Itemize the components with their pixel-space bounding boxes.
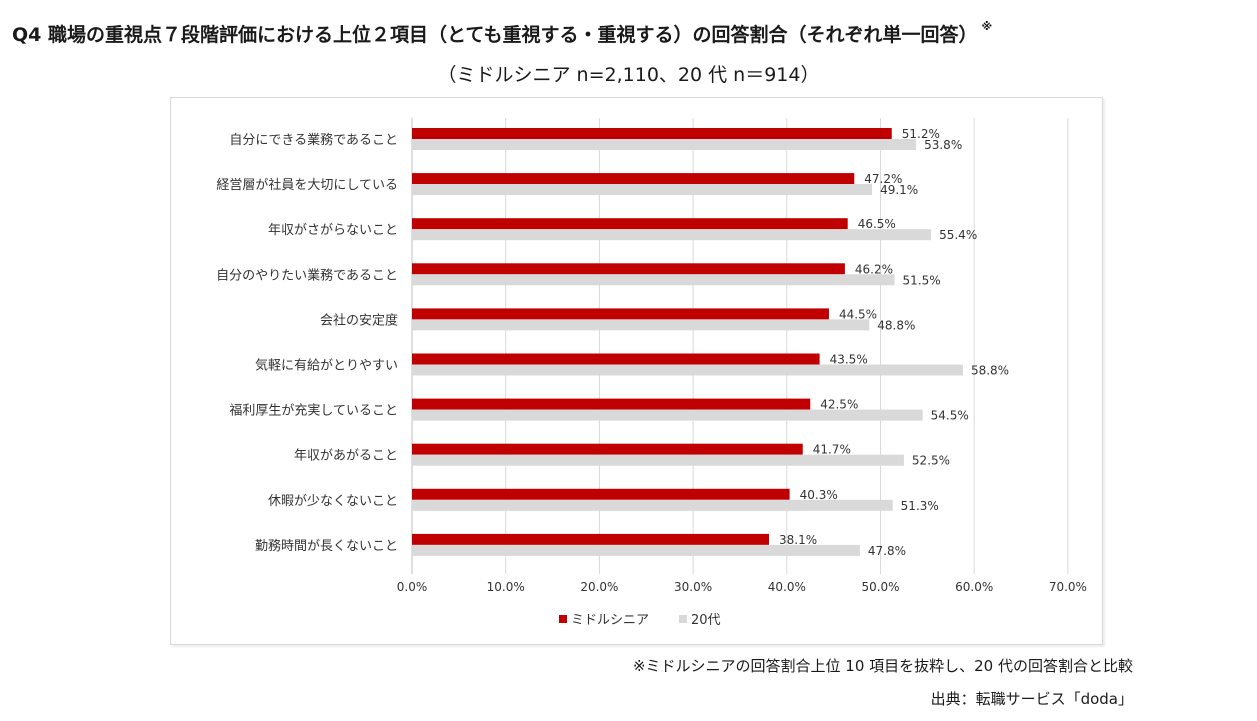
x-tick-label: 60.0% bbox=[955, 580, 993, 594]
x-tick-label: 30.0% bbox=[674, 580, 712, 594]
bar-20s bbox=[412, 139, 917, 150]
data-label: 40.3% bbox=[800, 488, 838, 502]
bar-20s bbox=[412, 544, 860, 556]
bar-middle-senior bbox=[412, 353, 820, 365]
category-label: 年収がさがらないこと bbox=[268, 223, 398, 238]
category-label: 気軽に有給がとりやすい bbox=[255, 358, 398, 374]
data-label: 49.1% bbox=[880, 183, 918, 197]
category-label: 勤務時間が長くないこと bbox=[255, 539, 398, 554]
bar-middle-senior bbox=[412, 443, 803, 455]
data-label: 53.8% bbox=[924, 138, 962, 152]
category-label: 福利厚生が充実していること bbox=[229, 403, 398, 419]
x-tick-label: 70.0% bbox=[1049, 580, 1087, 594]
legend-label: 20代 bbox=[691, 613, 721, 628]
category-label: 会社の安定度 bbox=[320, 312, 398, 328]
bar-middle-senior bbox=[412, 263, 845, 275]
bar-middle-senior bbox=[412, 218, 848, 230]
data-label: 46.2% bbox=[855, 262, 893, 276]
data-label: 51.2% bbox=[902, 127, 940, 141]
data-label: 48.8% bbox=[877, 318, 915, 332]
bar-20s bbox=[412, 274, 895, 286]
bar-20s bbox=[412, 319, 870, 331]
legend-label: ミドルシニア bbox=[571, 613, 649, 628]
data-label: 54.5% bbox=[931, 409, 969, 423]
chart-title-text: Q4 職場の重視点７段階評価における上位２項目（とても重視する・重視する）の回答… bbox=[12, 24, 978, 46]
data-label: 51.5% bbox=[903, 273, 941, 287]
data-label: 46.5% bbox=[858, 217, 896, 231]
bar-20s bbox=[412, 184, 873, 196]
category-label: 休暇が少なくないこと bbox=[268, 494, 398, 509]
legend-swatch bbox=[679, 615, 687, 623]
x-tick-label: 40.0% bbox=[768, 580, 806, 594]
category-label: 自分のやりたい業務であること bbox=[216, 267, 398, 283]
bar-middle-senior bbox=[412, 533, 769, 545]
bar-middle-senior bbox=[412, 128, 892, 139]
data-label: 44.5% bbox=[839, 307, 877, 321]
x-tick-label: 0.0% bbox=[397, 580, 428, 594]
bar-20s bbox=[412, 364, 963, 376]
category-label: 年収があがること bbox=[294, 449, 398, 464]
data-label: 58.8% bbox=[971, 364, 1009, 378]
category-label: 経営層が社員を大切にしている bbox=[216, 177, 398, 193]
category-label: 自分にできる業務であること bbox=[229, 132, 398, 148]
legend-swatch bbox=[559, 615, 567, 623]
data-label: 38.1% bbox=[779, 533, 817, 547]
data-label: 55.4% bbox=[939, 228, 977, 242]
title-note-mark: ※ bbox=[981, 20, 993, 33]
bar-20s bbox=[412, 454, 904, 466]
data-label: 41.7% bbox=[813, 443, 851, 457]
bar-20s bbox=[412, 229, 932, 241]
bar-chart: 0.0% 10.0% 20.0% 30.0% 40.0% 50.0% 60.0% 70.0% 自… bbox=[216, 118, 1087, 628]
bar-middle-senior bbox=[412, 488, 790, 500]
footnote: ※ミドルシニアの回答割合上位 10 項目を抜粋し、20 代の回答割合と比較 bbox=[632, 657, 1133, 675]
bar-middle-senior bbox=[412, 173, 855, 185]
data-label: 51.3% bbox=[901, 499, 939, 513]
bar-20s bbox=[412, 409, 923, 421]
bar-20s bbox=[412, 499, 893, 511]
chart-panel: 0.0% 10.0% 20.0% 30.0% 40.0% 50.0% 60.0% 70.0% 自… bbox=[170, 97, 1103, 645]
source-credit: 出典：転職サービス「doda」 bbox=[930, 690, 1133, 708]
data-label: 43.5% bbox=[830, 353, 868, 367]
data-label: 52.5% bbox=[912, 454, 950, 468]
bar-middle-senior bbox=[412, 308, 829, 320]
data-label: 42.5% bbox=[820, 398, 858, 412]
chart-title: Q4 職場の重視点７段階評価における上位２項目（とても重視する・重視する）の回答… bbox=[12, 20, 1247, 47]
chart-subtitle: （ミドルシニア n=2,110、20 代 n＝914） bbox=[437, 64, 820, 86]
x-tick-label: 20.0% bbox=[580, 580, 618, 594]
data-label: 47.8% bbox=[868, 544, 906, 558]
x-tick-label: 10.0% bbox=[487, 580, 525, 594]
bar-middle-senior bbox=[412, 398, 811, 410]
x-tick-label: 50.0% bbox=[861, 580, 899, 594]
data-label: 47.2% bbox=[864, 172, 902, 186]
